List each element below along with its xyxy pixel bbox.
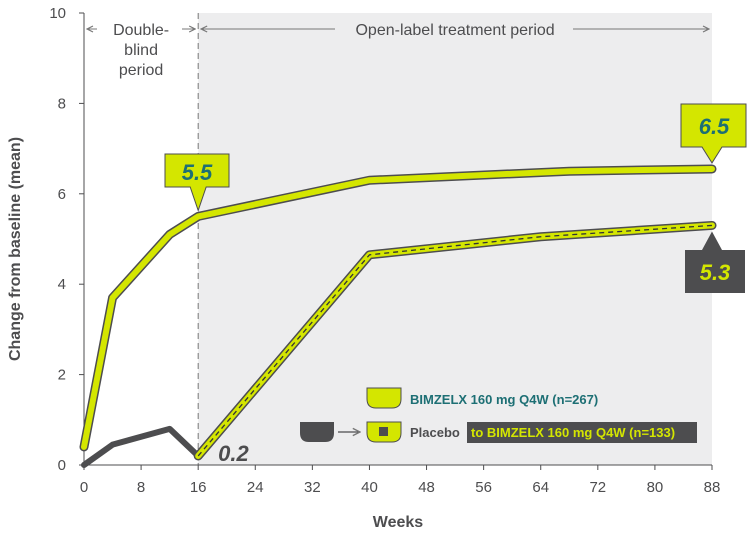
x-tick-label: 8 [137, 479, 145, 496]
x-tick-label: 56 [475, 479, 492, 496]
callout-bimz-week88 [680, 103, 747, 164]
double-blind-label-line1: Double- [113, 22, 169, 39]
callout-switch-week88-value: 5.3 [700, 260, 731, 285]
callout-bimz-week88-value: 6.5 [699, 114, 730, 139]
x-tick-label: 72 [589, 479, 606, 496]
callout-placebo-week16-value: 0.2 [218, 441, 249, 466]
x-ticks: 0 8 16 24 32 40 48 56 64 72 80 88 [80, 465, 721, 496]
legend: BIMZELX 160 mg Q4W (n=267) Placebo to BI… [300, 387, 697, 443]
series-switch-dash [197, 224, 713, 457]
y-tick-label: 10 [49, 5, 66, 22]
legend-switch-marker [379, 427, 388, 436]
y-tick-label: 8 [58, 95, 66, 112]
period-annotations: Double- blind period Open-label treatmen… [87, 13, 709, 465]
y-tick-label: 4 [58, 276, 66, 293]
y-tick-label: 2 [58, 367, 66, 384]
y-ticks: 0 2 4 6 8 10 [49, 5, 84, 474]
series-bimzelx-line [81, 165, 715, 450]
double-blind-label-line3: period [119, 62, 163, 79]
callout-bimz-week16-value: 5.5 [182, 160, 213, 185]
double-blind-label-line2: blind [124, 42, 158, 59]
x-tick-label: 32 [304, 479, 321, 496]
x-tick-label: 0 [80, 479, 88, 496]
legend-switch-label: to BIMZELX 160 mg Q4W (n=133) [471, 425, 675, 440]
callout-bimz-week16 [164, 153, 230, 212]
x-tick-label: 88 [704, 479, 721, 496]
y-axis-title: Change from baseline (mean) [7, 137, 24, 361]
callout-switch-week88 [685, 231, 745, 293]
y-tick-label: 0 [58, 457, 66, 474]
open-label-shading [198, 13, 712, 465]
x-tick-label: 48 [418, 479, 435, 496]
legend-bimz-label: BIMZELX 160 mg Q4W (n=267) [410, 392, 598, 407]
legend-placebo-swatch [300, 422, 334, 442]
x-tick-label: 16 [190, 479, 207, 496]
legend-switch-label-bg [467, 422, 697, 443]
x-tick-label: 80 [647, 479, 664, 496]
x-axis-title: Weeks [373, 514, 424, 531]
x-tick-label: 40 [361, 479, 378, 496]
x-tick-label: 64 [532, 479, 549, 496]
callouts: 5.5 6.5 5.3 0.2 [164, 103, 747, 466]
open-label-period-label: Open-label treatment period [355, 22, 554, 39]
legend-bimz-swatch [366, 387, 402, 409]
double-blind-label-bg [97, 16, 182, 80]
series-placebo-line [81, 425, 202, 468]
series-layer [79, 164, 717, 468]
legend-placebo-label: Placebo [410, 425, 460, 440]
y-tick-label: 6 [58, 186, 66, 203]
x-tick-label: 24 [247, 479, 264, 496]
